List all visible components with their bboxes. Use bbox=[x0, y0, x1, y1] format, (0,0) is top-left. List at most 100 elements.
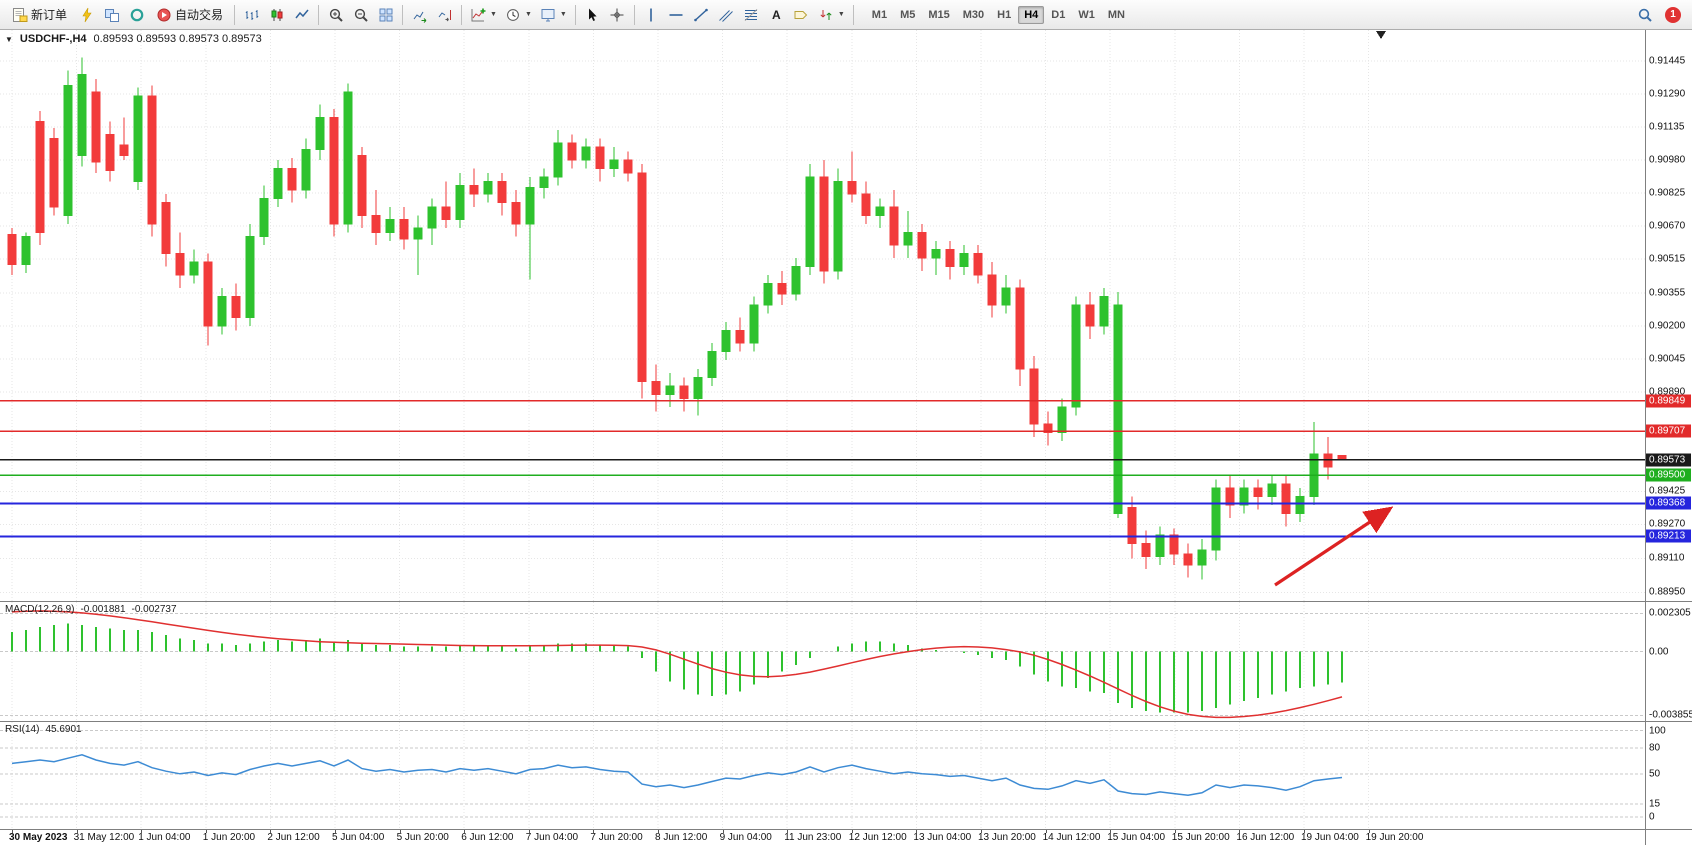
fibonacci-tool-button[interactable] bbox=[739, 3, 764, 27]
tile-windows-button[interactable] bbox=[373, 3, 398, 27]
horizontal-line-tool-button[interactable] bbox=[664, 3, 689, 27]
price-chart-svg[interactable] bbox=[0, 30, 1645, 601]
timeframe-button-d1[interactable]: D1 bbox=[1045, 6, 1071, 24]
channel-tool-button[interactable] bbox=[714, 3, 739, 27]
candle bbox=[175, 232, 185, 288]
chart-profile-icon bbox=[104, 7, 120, 23]
time-axis-tick bbox=[528, 830, 530, 833]
candle bbox=[1113, 292, 1123, 518]
timeframe-button-m5[interactable]: M5 bbox=[894, 6, 921, 24]
auto-trading-icon bbox=[156, 7, 172, 23]
zoom-out-button[interactable] bbox=[348, 3, 373, 27]
time-axis-tick bbox=[722, 830, 724, 833]
rsi-name: RSI(14) bbox=[5, 724, 40, 735]
candle bbox=[1323, 436, 1333, 480]
macd-plot[interactable]: MACD(12,26,9) -0.001881 -0.002737 bbox=[0, 602, 1645, 721]
candle bbox=[1197, 539, 1207, 580]
auto-scroll-button[interactable] bbox=[407, 3, 432, 27]
crosshair-button[interactable] bbox=[605, 3, 630, 27]
timeframe-button-m30[interactable]: M30 bbox=[957, 6, 990, 24]
candle bbox=[595, 138, 605, 182]
search-button[interactable] bbox=[1632, 3, 1657, 27]
zoom-in-button[interactable] bbox=[323, 3, 348, 27]
timeframe-button-w1[interactable]: W1 bbox=[1072, 6, 1101, 24]
price-axis-label: 0.90825 bbox=[1649, 187, 1686, 199]
price-plot[interactable]: ▼ USDCHF-,H4 0.89593 0.89593 0.89573 0.8… bbox=[0, 30, 1645, 601]
new-order-button[interactable]: 新订单 bbox=[5, 3, 74, 27]
clock-icon bbox=[505, 7, 521, 23]
chart-shift-button[interactable] bbox=[432, 3, 457, 27]
candle bbox=[189, 249, 199, 284]
time-axis-label: 2 Jun 12:00 bbox=[267, 832, 320, 843]
timeframe-button-m1[interactable]: M1 bbox=[866, 6, 893, 24]
candle bbox=[245, 223, 255, 327]
indicators-button[interactable]: ▼ bbox=[466, 3, 501, 27]
text-tool-button[interactable]: A bbox=[764, 3, 789, 27]
candle bbox=[77, 57, 87, 167]
time-axis-row: 30 May 2023 31 May 12:00 1 Jun 04:00 1 Jun … bbox=[0, 829, 1692, 845]
templates-button[interactable]: ▼ bbox=[536, 3, 571, 27]
timeframe-button-m15[interactable]: M15 bbox=[922, 6, 955, 24]
chart-marker-triangle bbox=[1376, 31, 1386, 39]
rsi-chart-svg[interactable] bbox=[0, 722, 1645, 829]
rsi-axis-label: 15 bbox=[1649, 798, 1661, 810]
time-axis-label: 8 Jun 12:00 bbox=[655, 832, 708, 843]
toolbar-separator bbox=[852, 4, 854, 25]
candle bbox=[287, 157, 297, 203]
price-axis[interactable]: 0.89849 0.89707 0.89573 0.89500 0.89368 0.892… bbox=[1645, 30, 1692, 601]
candlestick-chart-button[interactable] bbox=[264, 3, 289, 27]
lightning-icon bbox=[79, 7, 95, 23]
shapes-tool-button[interactable]: ▼ bbox=[814, 3, 849, 27]
line-chart-button[interactable] bbox=[289, 3, 314, 27]
macd-panel: MACD(12,26,9) -0.001881 -0.002737 0.0023… bbox=[0, 601, 1692, 721]
candle bbox=[553, 130, 563, 186]
toolbar-separator bbox=[633, 4, 635, 25]
time-axis-tick bbox=[1368, 830, 1370, 833]
candle bbox=[1253, 479, 1263, 510]
candle bbox=[651, 364, 661, 412]
vertical-line-tool-button[interactable] bbox=[639, 3, 664, 27]
price-axis-label: 0.91135 bbox=[1649, 121, 1685, 133]
cursor-button[interactable] bbox=[580, 3, 605, 27]
price-line-label: 0.89500 bbox=[1646, 468, 1691, 482]
notification-badge[interactable]: 1 bbox=[1665, 6, 1681, 23]
candle bbox=[1211, 479, 1221, 561]
vertical-gridlines bbox=[11, 30, 1370, 601]
candle bbox=[357, 147, 367, 229]
bar-chart-button[interactable] bbox=[239, 3, 264, 27]
quick-trade-button[interactable] bbox=[74, 3, 99, 27]
time-axis[interactable]: 30 May 2023 31 May 12:00 1 Jun 04:00 1 Jun … bbox=[0, 830, 1645, 845]
macd-chart-svg[interactable] bbox=[0, 602, 1645, 721]
macd-histogram bbox=[11, 623, 1343, 713]
symbol-dropdown-icon[interactable]: ▼ bbox=[5, 34, 13, 44]
market-watch-button[interactable] bbox=[124, 3, 149, 27]
timeframe-button-mn[interactable]: MN bbox=[1102, 6, 1131, 24]
macd-axis[interactable]: 0.002305 0.00 -0.003855 bbox=[1645, 602, 1692, 721]
auto-trade-button[interactable]: 自动交易 bbox=[149, 3, 230, 27]
periods-button[interactable]: ▼ bbox=[501, 3, 536, 27]
chart-shift-icon bbox=[437, 7, 453, 23]
candle bbox=[21, 232, 31, 273]
time-axis-tick bbox=[1304, 830, 1305, 833]
candle bbox=[805, 164, 815, 276]
candle bbox=[203, 253, 213, 346]
rsi-plot[interactable]: RSI(14) 45.6901 bbox=[0, 722, 1645, 829]
label-tool-button[interactable] bbox=[789, 3, 814, 27]
chart-profile-button[interactable] bbox=[99, 3, 124, 27]
new-order-label: 新订单 bbox=[31, 8, 68, 22]
candle bbox=[133, 87, 143, 190]
candle bbox=[329, 108, 339, 237]
time-axis-label: 13 Jun 04:00 bbox=[913, 832, 972, 843]
toolbar-separator bbox=[234, 4, 236, 25]
candle bbox=[1043, 411, 1053, 446]
trendline-tool-button[interactable] bbox=[689, 3, 714, 27]
timeframe-button-h4[interactable]: H4 bbox=[1018, 5, 1045, 24]
candle bbox=[875, 198, 885, 229]
search-icon bbox=[1637, 7, 1653, 23]
candle bbox=[1281, 475, 1291, 527]
timeframe-button-h1[interactable]: H1 bbox=[991, 6, 1017, 24]
time-axis-tick bbox=[141, 830, 143, 833]
rsi-axis[interactable]: 100 80 50 15 0 bbox=[1645, 722, 1692, 829]
candle bbox=[889, 189, 899, 258]
